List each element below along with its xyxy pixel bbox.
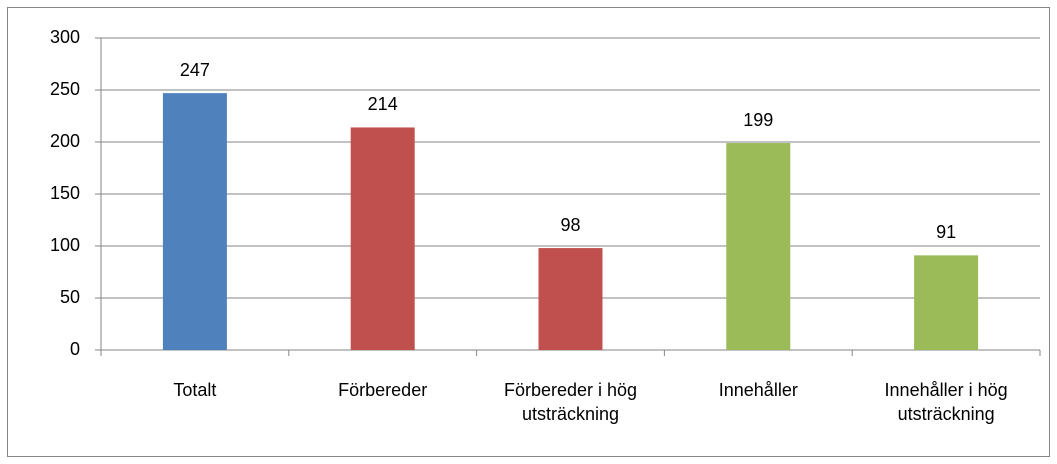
x-tick-label: Innehåller i hög utsträckning — [884, 380, 1008, 424]
bar — [726, 143, 791, 350]
x-tick-label: Innehåller — [718, 380, 798, 400]
y-tick-label: 150 — [50, 183, 80, 203]
bar — [914, 255, 979, 350]
y-tick-label: 200 — [50, 131, 80, 151]
y-tick-label: 250 — [50, 79, 80, 99]
y-tick-label: 0 — [70, 339, 80, 359]
bar — [538, 248, 603, 350]
y-tick-label: 100 — [50, 235, 80, 255]
data-label: 214 — [368, 94, 398, 114]
x-tick-label: Förbereder — [338, 380, 428, 400]
x-tick-label: Totalt — [173, 380, 217, 400]
y-tick-label: 300 — [50, 27, 80, 47]
data-label: 199 — [743, 110, 773, 130]
y-tick-label: 50 — [60, 287, 80, 307]
data-label: 98 — [560, 215, 580, 235]
bar — [162, 93, 227, 351]
data-label: 91 — [936, 222, 956, 242]
x-tick-label: Förbereder i hög utsträckning — [503, 380, 638, 424]
bar — [350, 127, 415, 350]
data-label: 247 — [180, 60, 210, 80]
